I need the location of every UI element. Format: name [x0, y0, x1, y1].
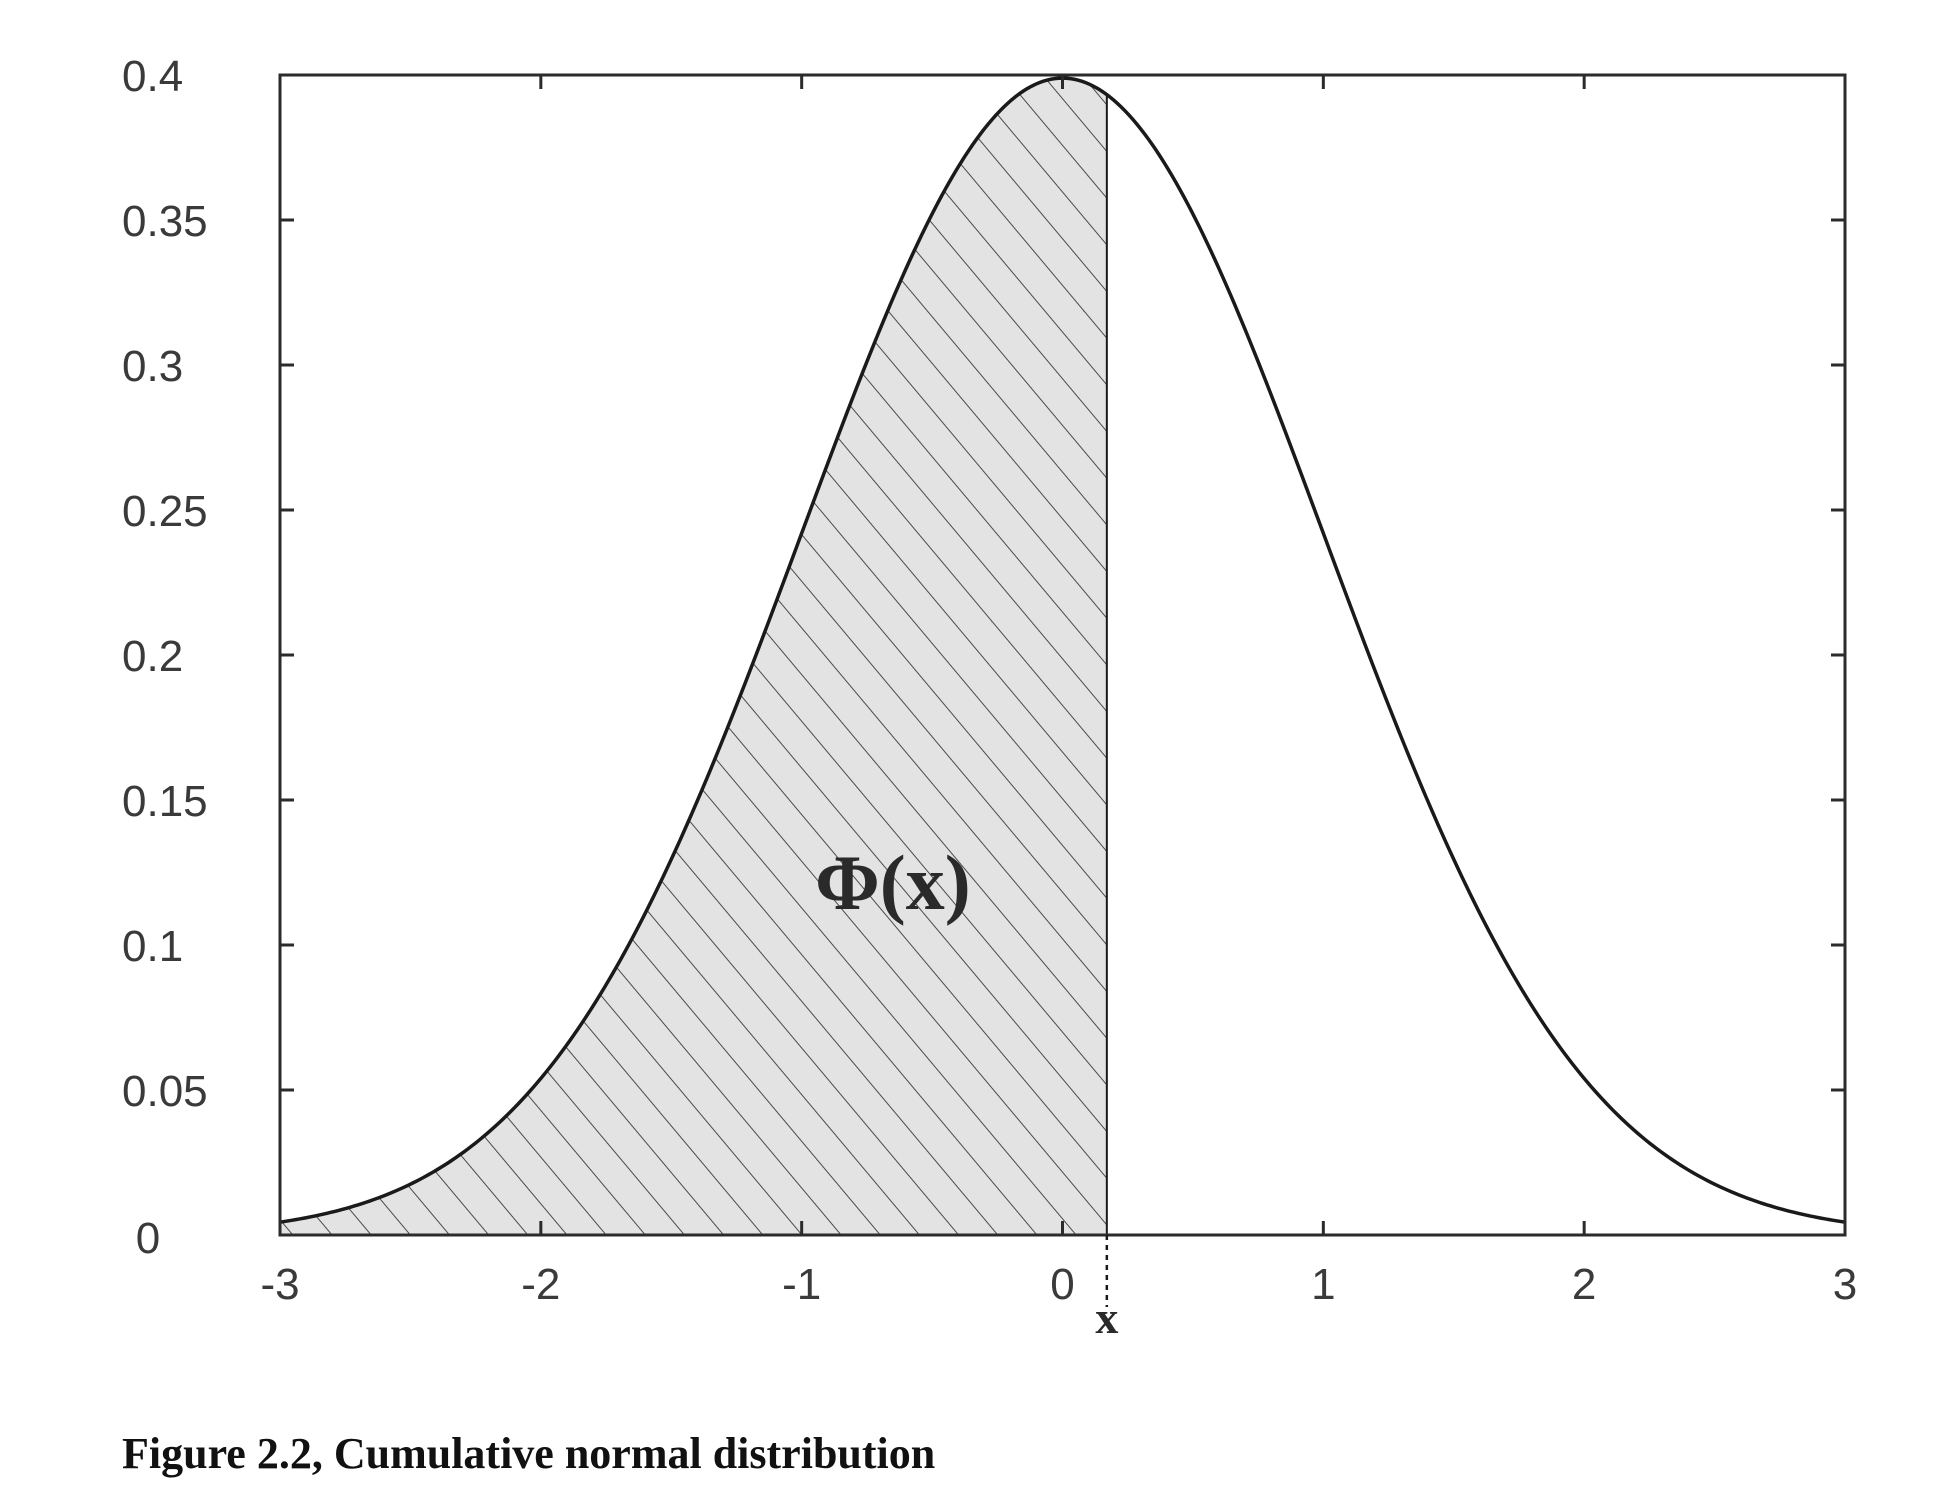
x-tick-label: 3 — [1833, 1260, 1857, 1309]
y-tick-label: 0.25 — [122, 487, 208, 536]
y-tick-label: 0.05 — [122, 1067, 208, 1116]
x-marker-label: x — [1095, 1292, 1118, 1343]
shaded-cumulative-area — [280, 78, 1107, 1236]
y-tick-label: 0 — [136, 1214, 160, 1263]
x-tick-label: -2 — [521, 1260, 560, 1309]
y-tick-label: 0.15 — [122, 777, 208, 826]
x-tick-label: 1 — [1311, 1260, 1335, 1309]
x-tick-label: -1 — [782, 1260, 821, 1309]
y-tick-label: 0.35 — [122, 197, 208, 246]
figure-caption: Figure 2.2, Cumulative normal distributi… — [122, 1429, 936, 1478]
y-tick-label: 0.2 — [122, 632, 183, 681]
x-tick-label: 2 — [1572, 1260, 1596, 1309]
cumulative-area-label: Φ(x) — [815, 839, 971, 926]
x-tick-label: -3 — [260, 1260, 299, 1309]
y-tick-label: 0.3 — [122, 342, 183, 391]
y-tick-label: 0.1 — [122, 922, 183, 971]
x-tick-label: 0 — [1050, 1260, 1074, 1309]
y-tick-label: 0.4 — [122, 52, 183, 101]
